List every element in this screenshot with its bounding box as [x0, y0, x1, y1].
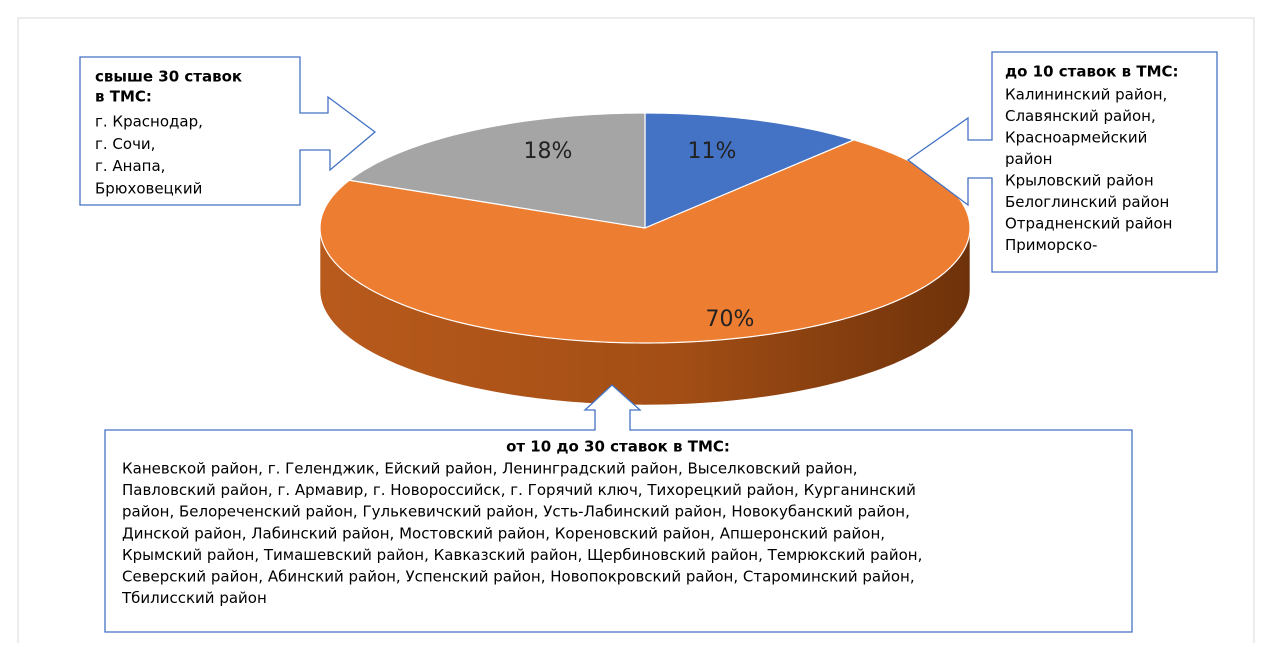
callout-line: Северский район, Абинский район, Успенск…: [122, 568, 915, 586]
callout-line: Крыловский район: [1005, 172, 1154, 190]
callout-line: Крымский район, Тимашевский район, Кавка…: [122, 546, 922, 564]
slice: [347, 112, 646, 229]
frame: [17, 17, 1255, 647]
callout-shape: [104, 384, 1133, 633]
data-label: 70%: [706, 307, 755, 332]
slice: [319, 139, 971, 344]
callout-title: до 10 ставок в ТМС:: [1005, 63, 1179, 81]
callout-line: г. Краснодар,: [95, 113, 203, 131]
callout-line: район, Белореченский район, Гулькевичски…: [122, 503, 910, 521]
callout-line: г. Анапа,: [95, 157, 165, 175]
callout-line: Тбилисский район: [121, 589, 267, 607]
callout-line: Каневской район, г. Геленджик, Ейский ра…: [122, 460, 858, 478]
callout-line: г. Сочи,: [95, 135, 155, 153]
callout-line: Динской район, Лабинский район, Мостовск…: [122, 524, 885, 542]
callout-line: Славянский район,: [1005, 107, 1156, 125]
data-label: 11%: [688, 139, 737, 164]
callout-title: от 10 до 30 ставок в ТМС:: [506, 438, 730, 456]
callout-title: свыше 30 ставок: [95, 68, 242, 86]
callout-line: Отрадненский район: [1005, 215, 1173, 233]
data-label: 18%: [524, 139, 573, 164]
slice: [644, 112, 856, 229]
callout-line: Белоглинский район: [1005, 193, 1169, 211]
callouts: до 10 ставок в ТМС: Калининский район, Сла…: [79, 51, 1218, 633]
callout-line: Красноармейский: [1005, 129, 1147, 147]
callout-title: в ТМС:: [95, 88, 152, 106]
callout-shape: [906, 51, 1218, 273]
callout-line: Калининский район,: [1005, 86, 1167, 104]
callout-shape: [79, 56, 377, 206]
callout-line: Павловский район, г. Армавир, г. Новорос…: [122, 481, 916, 499]
pie: 11% 70% 18%: [319, 112, 971, 406]
callout-line: Приморско-: [1005, 236, 1097, 254]
callout-line: Брюховецкий: [95, 179, 202, 197]
callout-line: район: [1005, 150, 1052, 168]
